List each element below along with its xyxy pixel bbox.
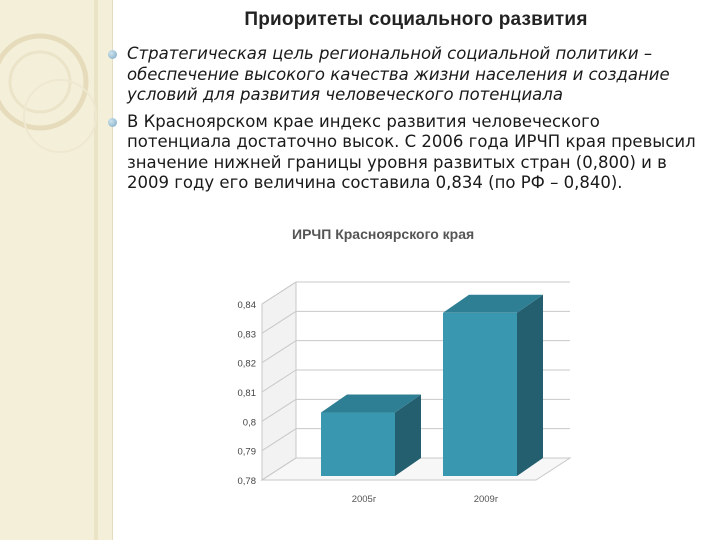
bar-1: [321, 394, 421, 476]
bar-chart: 0,84 0,83 0,82 0,81 0,8 0,79 0,78 2005г 2009г: [238, 281, 572, 505]
y-tick-label: 0,81: [238, 388, 257, 399]
gridline-side: [261, 398, 297, 422]
gridline-side: [261, 457, 297, 481]
bar-front-face: [443, 312, 517, 476]
gridline-side: [261, 428, 297, 452]
x-tick-label: 2005г: [352, 494, 377, 505]
y-tick-label: 0,84: [238, 300, 257, 311]
bullet-icon: [108, 50, 117, 59]
y-tick-label: 0,79: [238, 447, 257, 458]
bar-top-face: [443, 294, 543, 313]
gridline-side: [261, 340, 297, 364]
gridline-side: [261, 369, 297, 393]
decorative-side-band: [0, 0, 113, 540]
y-tick-label: 0,83: [238, 329, 257, 340]
bar-2: [443, 294, 543, 476]
chart-bars: [321, 294, 543, 476]
bullet-item-strategy: Стратегическая цель региональной социаль…: [104, 44, 704, 106]
bullet-text: Стратегическая цель региональной социаль…: [127, 44, 670, 104]
chart-x-ticks: 2005г 2009г: [352, 494, 499, 505]
side-band-stripe: [94, 0, 98, 540]
gridline-side: [261, 281, 297, 305]
page-title: Приоритеты социального развития: [244, 9, 588, 30]
bar-side-face: [395, 394, 421, 476]
bar-side-face: [517, 294, 543, 476]
chart-title: ИРЧП Красноярского края: [292, 226, 475, 242]
bullet-list: Стратегическая цель региональной социаль…: [104, 44, 704, 200]
y-tick-label: 0,78: [238, 476, 257, 487]
bullet-text: В Красноярском крае индекс развития чело…: [127, 111, 696, 193]
bar-top-face: [321, 394, 421, 413]
y-tick-label: 0,82: [238, 359, 257, 370]
bullet-item-hdi: В Красноярском крае индекс развития чело…: [104, 112, 704, 194]
y-tick-label: 0,8: [243, 417, 256, 428]
gridline-side: [261, 310, 297, 334]
bar-front-face: [321, 412, 395, 476]
bullet-icon: [108, 117, 117, 127]
x-tick-label: 2009г: [474, 494, 499, 505]
decorative-circles: [0, 33, 97, 153]
chart-y-ticks: 0,84 0,83 0,82 0,81 0,8 0,79 0,78: [238, 300, 257, 487]
